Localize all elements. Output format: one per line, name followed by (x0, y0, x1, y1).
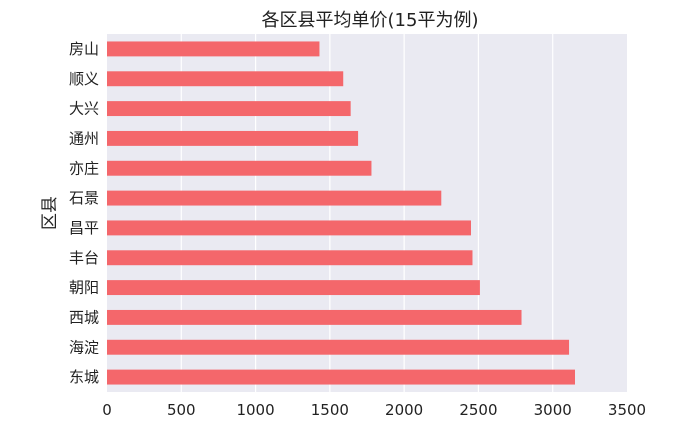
x-tick-label: 500 (167, 401, 196, 419)
x-tick-label: 2500 (459, 401, 497, 419)
x-tick-label: 3500 (608, 401, 646, 419)
bar (107, 130, 359, 146)
category-label: 大兴 (69, 100, 99, 118)
category-label: 亦庄 (69, 159, 99, 177)
x-tick-label: 0 (102, 401, 112, 419)
category-label: 西城 (69, 308, 99, 326)
bar (107, 309, 522, 325)
category-label: 石景 (69, 189, 99, 207)
category-label: 朝阳 (69, 279, 99, 297)
gridlines (180, 34, 554, 392)
x-tick-label: 1500 (311, 401, 349, 419)
bar (107, 160, 372, 176)
category-label: 东城 (69, 368, 99, 386)
category-label: 丰台 (69, 249, 99, 267)
bar (107, 369, 575, 385)
bar (107, 280, 480, 296)
bar (107, 250, 473, 266)
category-label: 昌平 (69, 219, 99, 237)
bar (107, 190, 442, 206)
x-tick-label: 2000 (385, 401, 423, 419)
category-label: 房山 (69, 40, 99, 58)
bar (107, 41, 320, 57)
bar (107, 101, 351, 117)
bar (107, 339, 570, 355)
chart-title: 各区县平均单价(15平为例) (262, 10, 479, 31)
plot-area (107, 34, 627, 392)
x-tick-label: 3000 (534, 401, 572, 419)
bars (107, 41, 575, 385)
category-label: 顺义 (69, 70, 99, 88)
bar (107, 71, 344, 87)
y-axis-label: 区县 (40, 196, 60, 230)
bar (107, 220, 471, 236)
category-label: 海淀 (69, 338, 99, 356)
x-tick-labels: 0 500 1000 1500 2000 2500 3000 3500 (102, 401, 646, 419)
category-label: 通州 (69, 129, 99, 147)
x-tick-label: 1000 (236, 401, 274, 419)
